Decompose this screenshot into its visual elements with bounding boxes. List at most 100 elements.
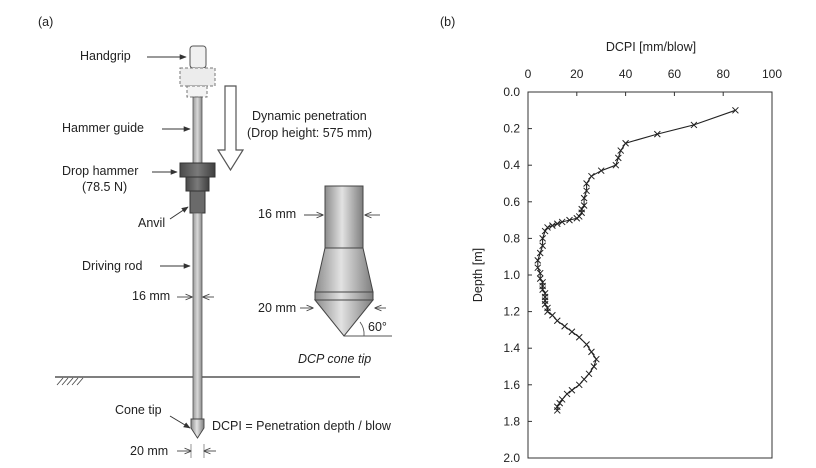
data-point-marker — [617, 147, 625, 154]
drop-hammer-lower — [185, 176, 210, 192]
drop-hammer-shape — [179, 162, 216, 178]
chart-xlabel: DCPI [mm/blow] — [606, 40, 696, 54]
panel-b: (b) DCPI [mm/blow] Depth [m] 0 20 40 60 80 10… — [440, 15, 782, 465]
data-point-marker — [536, 269, 544, 277]
y-tick-label: 1.2 — [503, 305, 520, 319]
y-tick-label: 1.8 — [503, 414, 520, 428]
x-tick-label: 20 — [570, 67, 584, 81]
angle-arc — [359, 321, 365, 337]
data-point-marker — [541, 227, 549, 235]
dcpi-formula: DCPI = Penetration depth / blow — [212, 419, 392, 433]
data-point-marker — [536, 249, 544, 257]
cone-angle-label: 60° — [368, 320, 387, 334]
data-point-marker — [575, 381, 583, 389]
data-point-marker — [575, 333, 583, 341]
data-point-marker — [597, 167, 605, 175]
detail-rod-shape — [324, 185, 364, 249]
drop-hammer-label: Drop hammer — [62, 164, 138, 178]
data-point-marker — [566, 216, 573, 224]
y-axis-ticks: 0.0 0.2 0.4 0.6 0.8 1.0 1.2 1.4 1.6 1.8 2.0 — [503, 85, 532, 465]
detail-cone-band — [314, 291, 374, 301]
x-axis-ticks: 0 20 40 60 80 100 — [525, 67, 782, 96]
penetration-direction-arrow — [216, 85, 245, 172]
data-point-marker — [568, 328, 576, 336]
anvil-shape — [189, 190, 206, 214]
dcpi-series — [534, 106, 739, 414]
data-point-marker — [580, 375, 588, 383]
x-tick-label: 40 — [619, 67, 633, 81]
data-point-marker — [561, 322, 568, 330]
panel-b-label: (b) — [440, 15, 455, 29]
data-point-marker — [541, 300, 549, 308]
data-point-marker — [592, 355, 600, 363]
data-point-marker — [573, 214, 581, 222]
y-tick-label: 0.6 — [503, 195, 520, 209]
data-point-marker — [553, 407, 561, 414]
data-point-marker — [534, 257, 542, 264]
raised-hammer-outline — [179, 67, 216, 87]
cone-diameter-label: 20 mm — [130, 444, 168, 458]
cone-tip-label: Cone tip — [115, 403, 162, 417]
data-point-marker — [585, 370, 593, 378]
y-tick-label: 0.8 — [503, 231, 520, 245]
anvil-arrow — [169, 206, 189, 220]
data-point-marker — [549, 311, 556, 319]
data-point-marker — [563, 390, 571, 398]
cone-tip-arrow — [169, 415, 191, 429]
detail-cone-body — [314, 247, 374, 293]
detail-cone-point — [313, 299, 375, 337]
data-point-marker — [614, 154, 622, 162]
y-tick-label: 1.6 — [503, 378, 520, 392]
x-tick-label: 60 — [668, 67, 682, 81]
data-point-marker — [539, 235, 546, 242]
cone-tip-shape — [190, 418, 205, 439]
series-line — [537, 109, 736, 411]
data-point-marker — [588, 172, 595, 180]
data-point-marker — [534, 264, 542, 272]
ground-hatch — [56, 377, 84, 386]
anvil-label: Anvil — [138, 216, 165, 230]
y-tick-label: 1.0 — [503, 268, 520, 282]
data-point-marker — [578, 209, 586, 217]
hammer-guide-label: Hammer guide — [62, 121, 144, 135]
data-point-marker — [622, 139, 629, 147]
data-point-marker — [590, 363, 598, 370]
panel-a-label: (a) — [38, 15, 53, 29]
drop-hammer-weight: (78.5 N) — [82, 180, 127, 194]
data-point-marker — [544, 308, 551, 315]
data-point-marker — [544, 224, 551, 231]
drop-height-label: (Drop height: 575 mm) — [247, 126, 372, 140]
x-tick-label: 80 — [717, 67, 731, 81]
panel-a: (a) Handgrip Hammer guide Drop h — [38, 15, 392, 458]
data-point-marker — [690, 121, 698, 129]
x-tick-label: 0 — [525, 67, 532, 81]
data-point-marker — [539, 286, 546, 293]
data-point-marker — [588, 348, 595, 356]
data-point-marker — [568, 386, 576, 394]
data-point-marker — [558, 396, 566, 403]
detail-title: DCP cone tip — [298, 352, 371, 366]
data-point-marker — [556, 399, 564, 407]
data-point-marker — [583, 341, 590, 348]
data-point-marker — [653, 130, 661, 138]
handgrip-shape — [189, 45, 207, 69]
detail-rod-diameter-label: 16 mm — [258, 207, 296, 221]
raised-hammer-neck — [186, 85, 208, 98]
data-point-marker — [536, 275, 544, 283]
driving-rod-shape — [192, 212, 203, 420]
y-tick-label: 1.4 — [503, 341, 520, 355]
data-point-marker — [580, 194, 588, 202]
y-tick-label: 0.2 — [503, 122, 520, 136]
data-point-marker — [732, 106, 739, 114]
data-point-marker — [580, 202, 588, 209]
data-point-marker — [558, 218, 566, 226]
data-point-marker — [539, 242, 546, 250]
data-point-marker — [549, 222, 556, 229]
x-tick-label: 100 — [762, 67, 782, 81]
y-tick-label: 2.0 — [503, 451, 520, 465]
driving-rod-label: Driving rod — [82, 259, 142, 273]
data-point-marker — [612, 161, 620, 169]
data-point-marker — [583, 187, 590, 195]
data-point-marker — [583, 180, 590, 187]
